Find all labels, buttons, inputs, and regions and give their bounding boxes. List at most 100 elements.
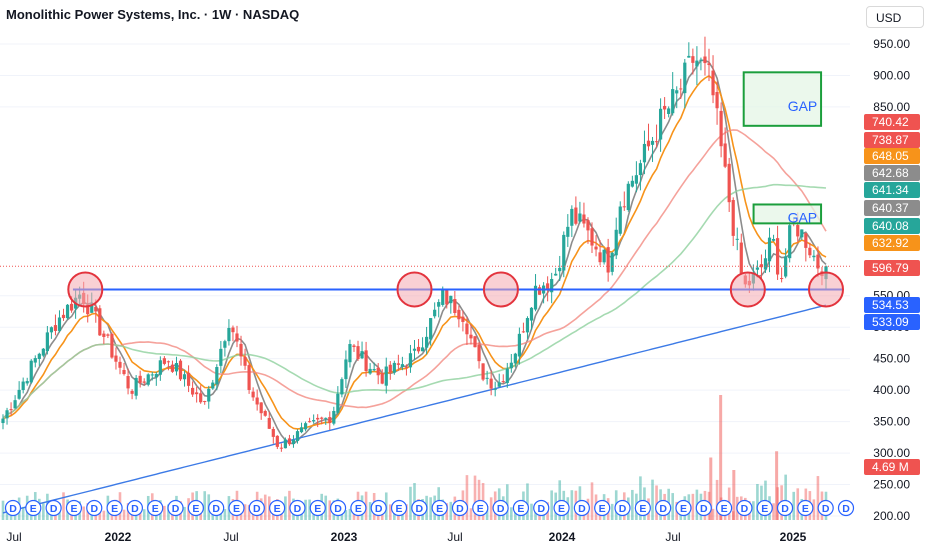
event-badge xyxy=(309,499,326,517)
event-badge xyxy=(228,499,245,517)
price-tick-label: 200.00 xyxy=(873,509,910,523)
event-badge-label: D xyxy=(741,503,749,515)
candle-body xyxy=(227,327,231,342)
time-axis[interactable]: Jul 2022 Jul 2023 Jul 2024 Jul 2025 xyxy=(6,530,806,544)
candle-body xyxy=(658,108,663,140)
candle-body xyxy=(554,273,558,276)
price-label-text: 640.08 xyxy=(872,219,909,233)
volume-bar xyxy=(203,491,207,520)
volume-bar xyxy=(510,507,513,520)
candle-body xyxy=(711,70,715,96)
event-badge-label: E xyxy=(761,503,768,515)
volume-bar xyxy=(21,506,25,520)
candle-body xyxy=(481,363,485,380)
candle-body xyxy=(771,239,776,241)
candle-body xyxy=(211,382,215,389)
candle-body xyxy=(425,336,429,348)
volume-spike xyxy=(709,457,713,520)
candle-body xyxy=(186,372,191,386)
volume-bar xyxy=(163,505,166,520)
candle-body xyxy=(675,90,679,94)
event-badge xyxy=(512,499,530,517)
price-label-text: 738.87 xyxy=(872,133,909,147)
candle-body xyxy=(134,377,138,396)
time-tick-label: Jul xyxy=(223,530,238,544)
volume-bar xyxy=(590,482,594,520)
volume-bar xyxy=(752,501,755,520)
price-label-badge xyxy=(864,218,920,234)
event-badge-label: D xyxy=(334,503,342,515)
candle-body xyxy=(255,397,259,405)
price-tick-label: 850.00 xyxy=(873,100,910,114)
candle-body xyxy=(33,358,37,363)
volume-bar xyxy=(631,489,634,520)
candle-body xyxy=(497,382,501,387)
candle-body xyxy=(182,374,187,380)
volume-bar xyxy=(639,476,642,520)
gap-box xyxy=(752,203,823,225)
moving-average-line xyxy=(2,59,827,445)
candle-body xyxy=(707,63,711,66)
gap-box xyxy=(742,71,823,127)
event-badge xyxy=(492,499,509,517)
price-tick-label: 350.00 xyxy=(873,415,910,429)
candle-body xyxy=(376,367,380,376)
event-badge-label: E xyxy=(436,503,443,515)
volume-spike xyxy=(732,470,736,520)
volume-bar xyxy=(138,511,142,520)
volume-bar xyxy=(526,483,529,520)
candle-body xyxy=(199,393,203,403)
currency-button[interactable]: USD xyxy=(866,6,924,28)
candle-body xyxy=(663,105,667,110)
event-badge-label: E xyxy=(274,503,281,515)
volume-bar xyxy=(348,508,352,520)
candle-body xyxy=(513,353,517,364)
event-badge xyxy=(817,499,834,517)
candle-body xyxy=(683,62,687,94)
volume-bar xyxy=(489,497,493,520)
candle-body xyxy=(578,213,582,222)
moving-average-line xyxy=(2,74,827,430)
candle-body xyxy=(453,299,457,313)
event-badge xyxy=(715,499,733,517)
candle-body xyxy=(316,417,320,420)
candle-body xyxy=(695,60,699,67)
event-badge xyxy=(390,499,408,517)
candle-body xyxy=(308,421,312,423)
event-badge xyxy=(411,499,428,517)
candle-body xyxy=(344,359,348,380)
candle-body xyxy=(634,175,638,184)
event-badge-label: E xyxy=(599,503,606,515)
candle-body xyxy=(69,303,74,311)
candle-body xyxy=(191,387,195,395)
volume-bar xyxy=(308,499,311,520)
candle-body xyxy=(521,331,526,333)
symbol-title[interactable]: Monolithic Power Systems, Inc. · 1W · NA… xyxy=(6,7,300,22)
candle-body xyxy=(162,358,166,364)
event-badge xyxy=(675,499,692,517)
candle-body xyxy=(606,247,610,273)
candle-body xyxy=(138,375,142,383)
candle-body xyxy=(517,333,521,357)
event-badge-label: E xyxy=(721,503,728,515)
price-axis[interactable]: 200.00250.00300.00350.00400.00450.00500.… xyxy=(856,0,932,550)
candle-body xyxy=(275,435,279,447)
event-badge xyxy=(756,499,773,517)
volume-bar xyxy=(816,476,820,520)
candle-body xyxy=(287,438,292,445)
event-badge xyxy=(208,499,225,517)
event-badge-label: D xyxy=(619,503,627,515)
price-tick-label: 300.00 xyxy=(873,446,910,460)
event-badge-label: E xyxy=(70,503,77,515)
candle-body xyxy=(691,56,695,63)
price-tick-label: 250.00 xyxy=(873,478,910,492)
event-badge xyxy=(289,499,306,517)
price-label-badge xyxy=(864,148,920,164)
candle-body xyxy=(735,238,739,240)
candle-body xyxy=(574,207,578,224)
candle-body xyxy=(723,143,727,167)
event-badge xyxy=(329,499,347,517)
event-badge-label: D xyxy=(375,503,383,515)
